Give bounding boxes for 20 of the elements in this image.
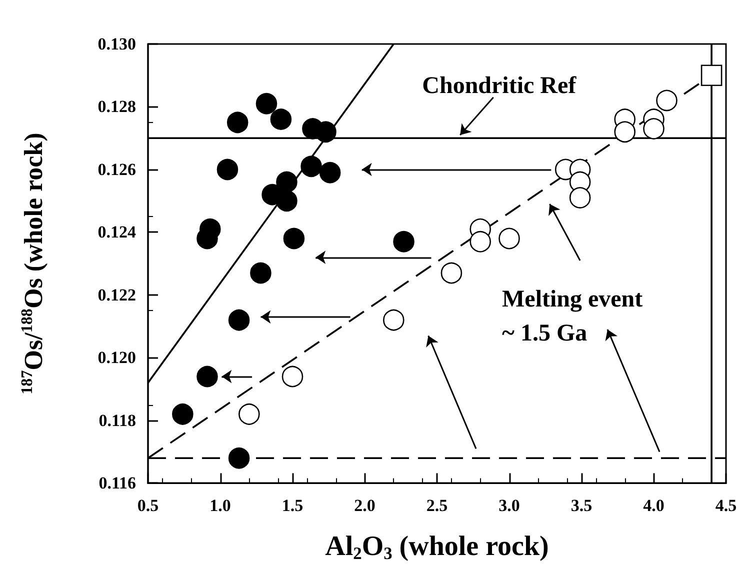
y-tick-label: 0.116 [98, 474, 136, 493]
ref-line-label: Chondritic Ref [422, 73, 578, 100]
x-tick-label: 2.0 [354, 496, 376, 516]
x-tick-label: 1.0 [210, 496, 231, 516]
y-tick-label: 0.124 [98, 222, 136, 242]
y-tick-label: 0.126 [98, 160, 136, 179]
y-tick-label: 0.130 [98, 34, 136, 54]
x-tick-label: 0.5 [137, 496, 159, 516]
annotation: Melting event ~ 1.5 Ga [502, 286, 643, 346]
x-tick-label: 4.0 [643, 496, 664, 516]
x-tick-label: 3.0 [498, 496, 520, 516]
y-tick-label: 0.120 [98, 348, 136, 368]
x-tick-label: 2.5 [426, 496, 448, 516]
x-tick-label: 1.5 [282, 496, 304, 516]
x-tick-label: 3.5 [570, 496, 592, 516]
y-tick-label: 0.122 [98, 285, 136, 304]
y-tick-label: 0.118 [98, 410, 136, 430]
y-tick-label: 0.128 [98, 97, 136, 116]
y-axis-title: 187Os/188Os (whole rock) [18, 132, 48, 394]
x-tick-label: 4.5 [715, 496, 737, 516]
